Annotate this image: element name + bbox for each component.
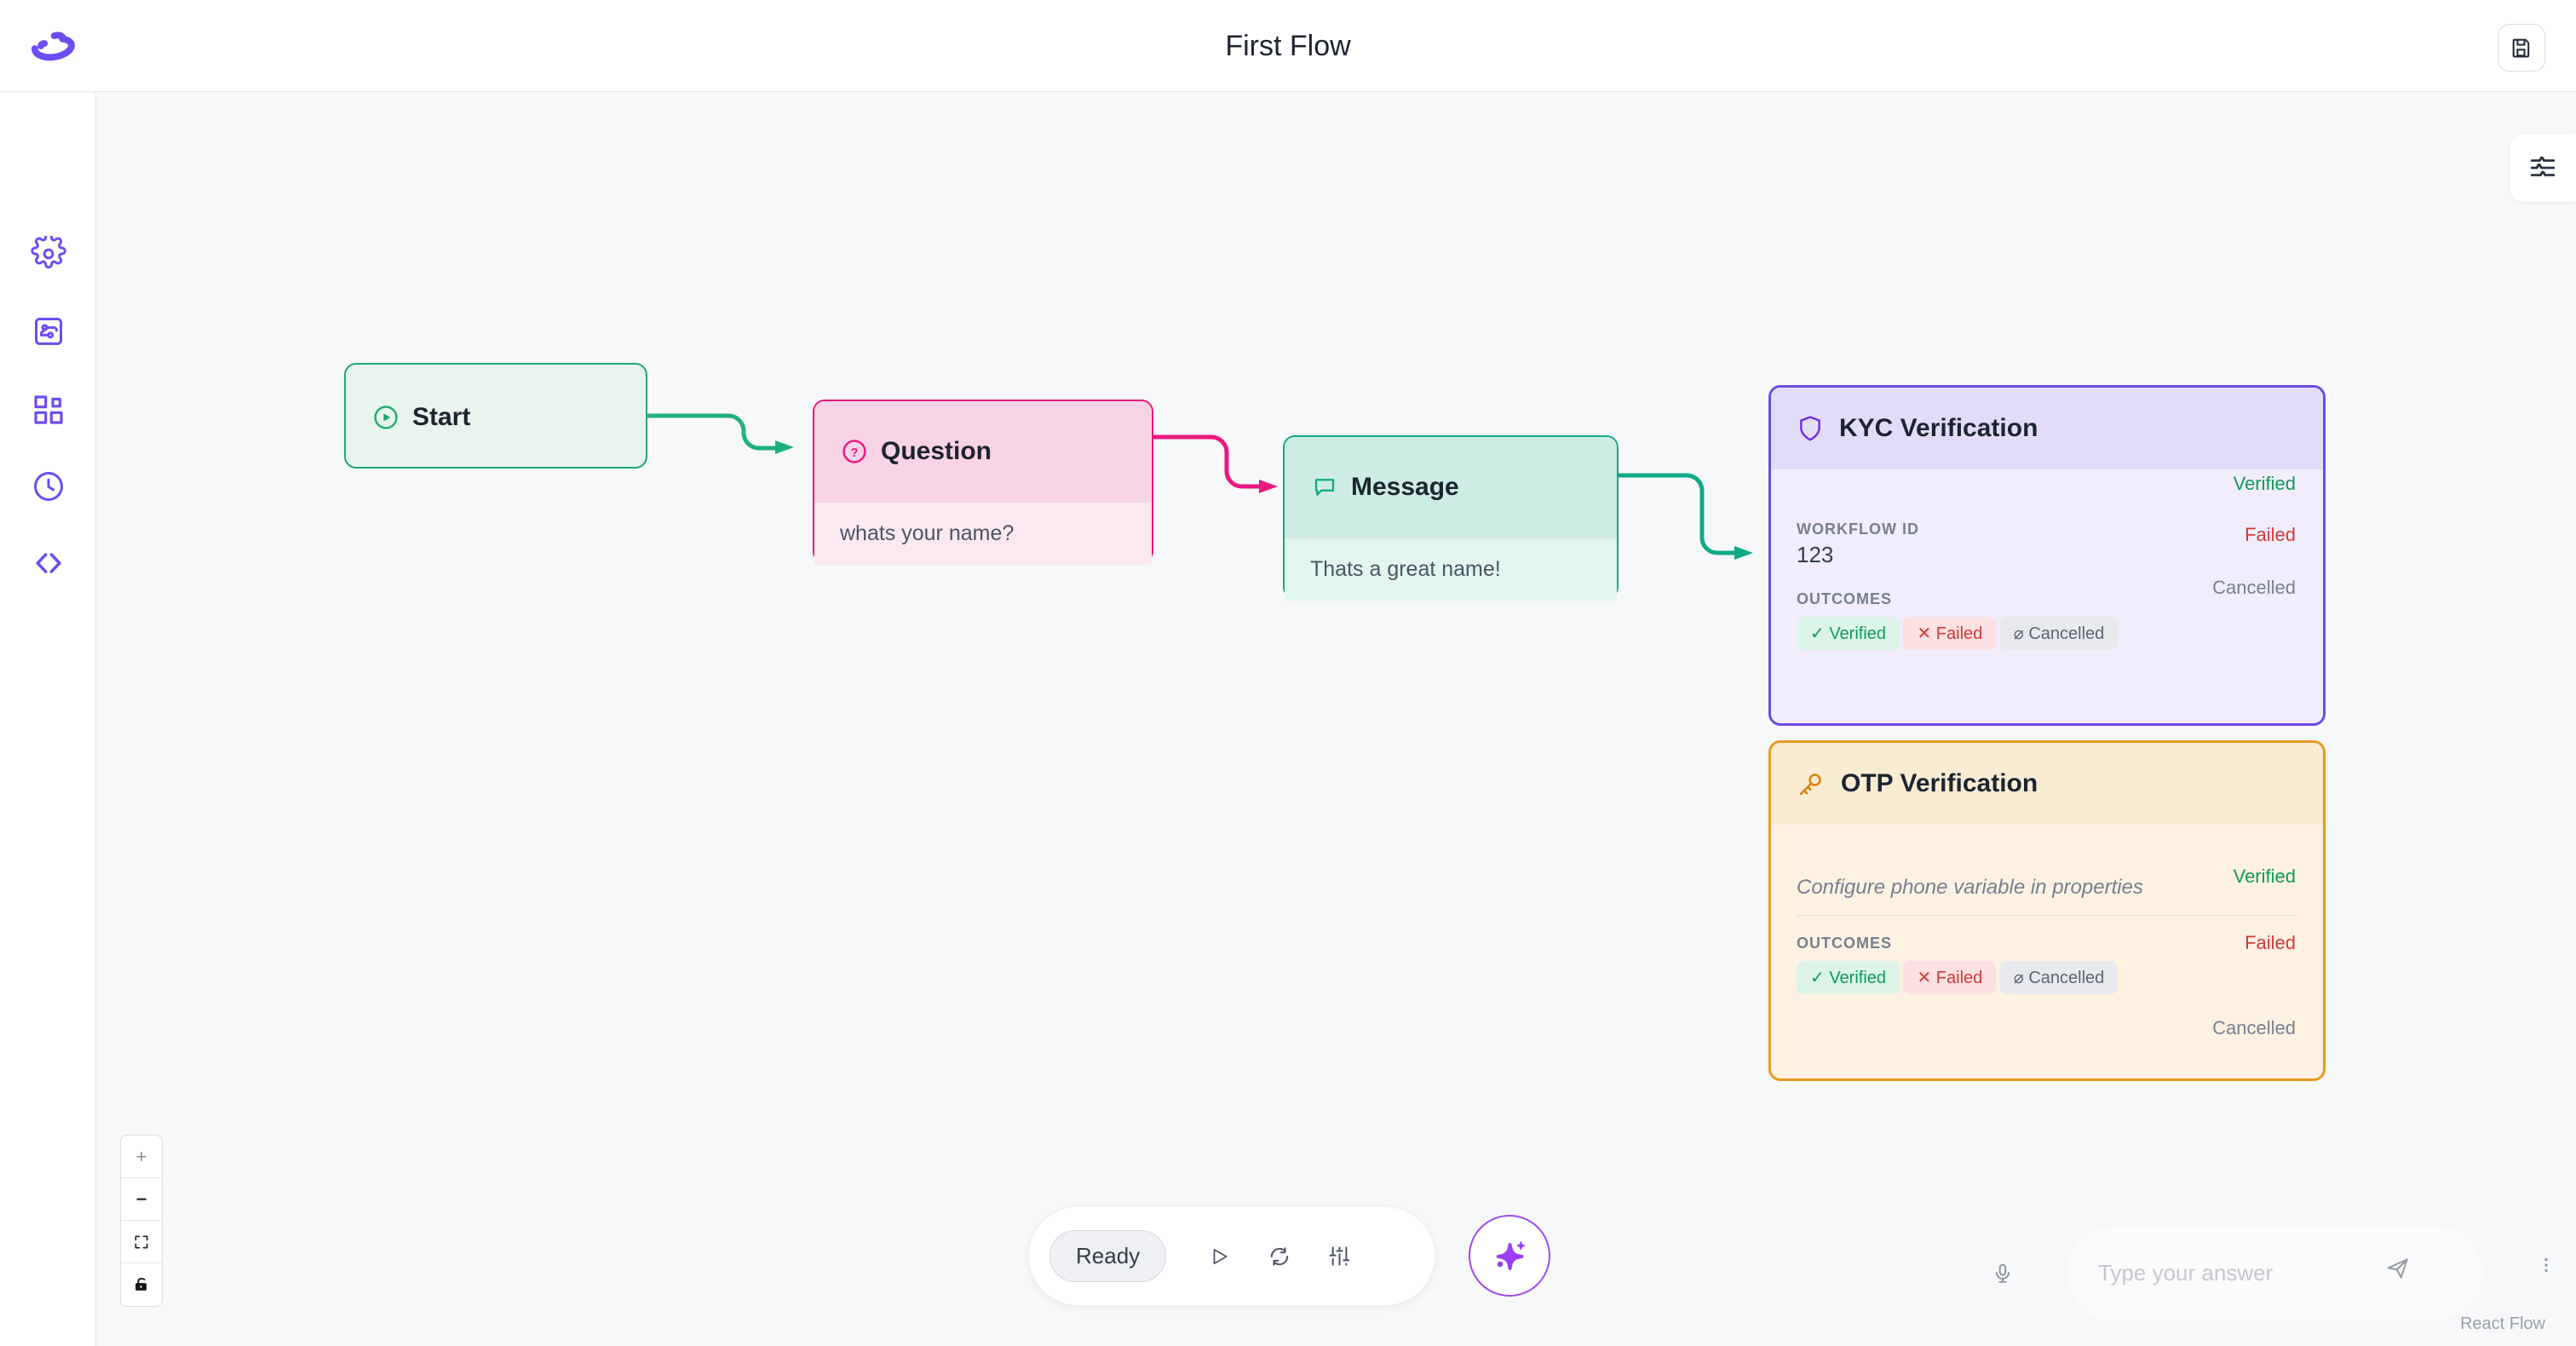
svg-text:?: ? — [851, 446, 859, 460]
